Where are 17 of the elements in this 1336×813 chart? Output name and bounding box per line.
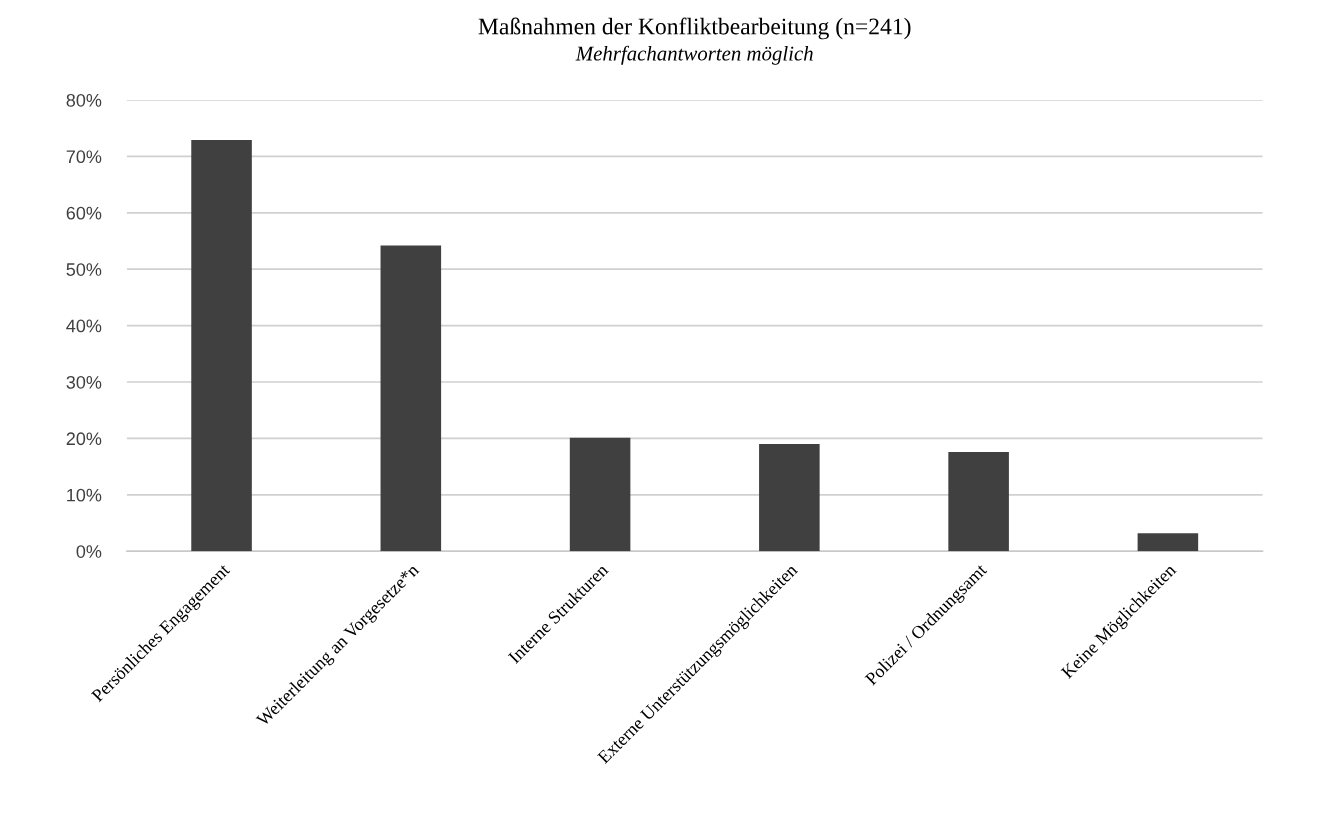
y-tick-label: 70% (66, 150, 102, 164)
y-tick-label: 10% (67, 488, 102, 502)
y-tick-label: 80% (66, 93, 102, 107)
bar (380, 245, 442, 552)
y-tick-label: 30% (66, 375, 102, 389)
y-tick-label: 40% (66, 319, 102, 333)
bar (191, 140, 252, 552)
bar (1137, 533, 1199, 552)
bar (948, 451, 1009, 552)
y-tick-label: 50% (66, 263, 102, 276)
chart-title: Maßnahmen der Konfliktbearbeitung (n=241) (478, 17, 911, 40)
y-tick-label: 20% (66, 432, 102, 446)
y-tick-label: 60% (66, 206, 102, 220)
bar (569, 437, 631, 552)
y-tick-label: 0% (76, 545, 102, 558)
bar (759, 444, 820, 552)
chart-subtitle: Mehrfachantworten möglich (575, 45, 813, 65)
